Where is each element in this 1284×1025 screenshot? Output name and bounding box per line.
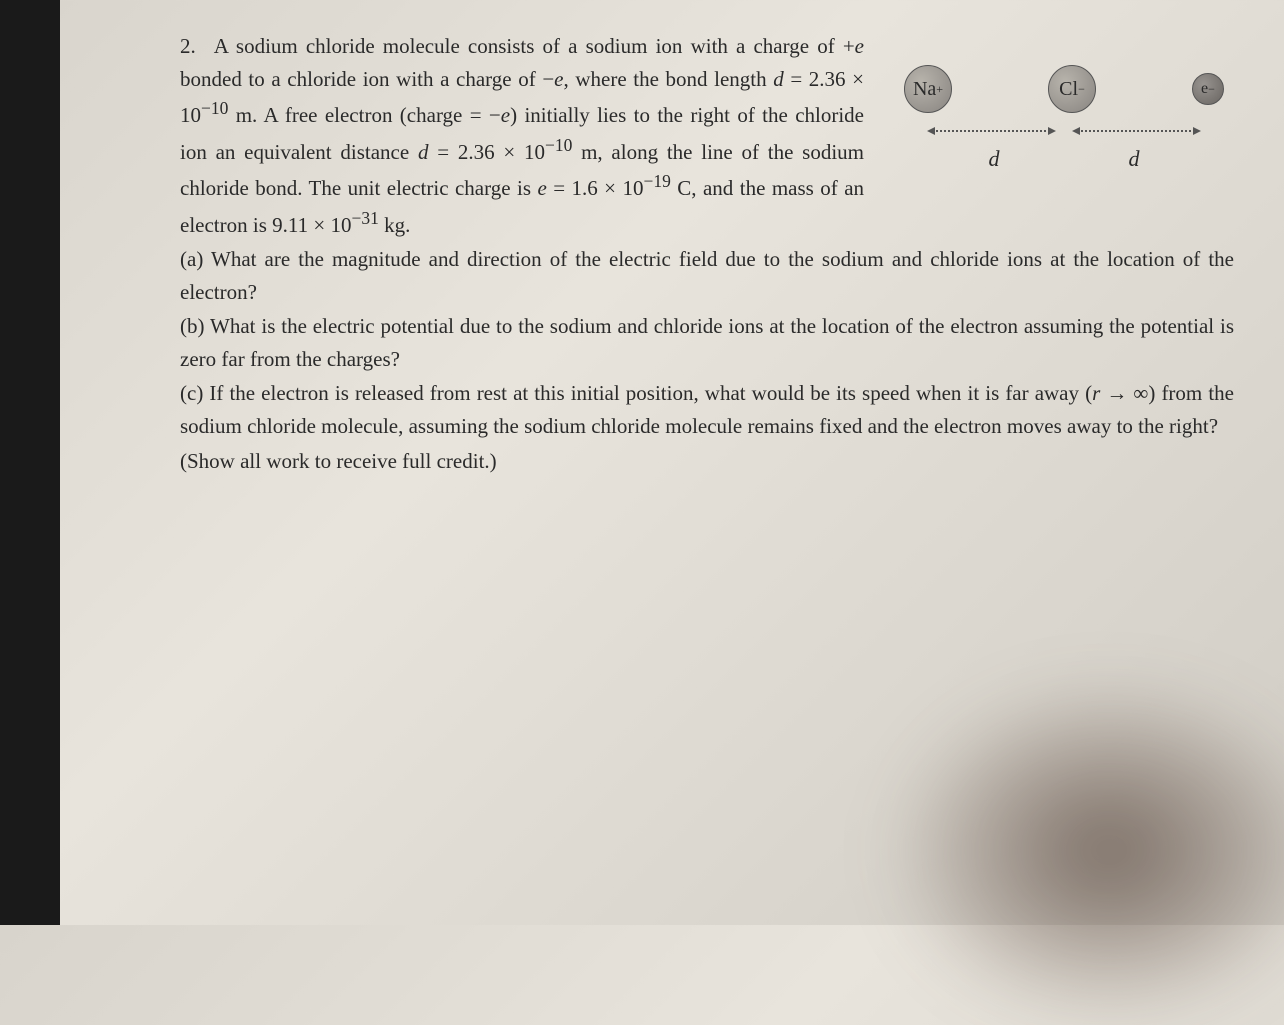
arrow-line-1 bbox=[929, 130, 1054, 132]
problem-header: 2. A sodium chloride molecule consists of… bbox=[180, 30, 1234, 241]
questions-block: (a) What are the magnitude and direction… bbox=[180, 243, 1234, 442]
part-c-text-1: If the electron is released from rest at… bbox=[203, 381, 1092, 405]
exp-neg19: −19 bbox=[643, 171, 670, 191]
cl-label: Cl bbox=[1059, 78, 1078, 101]
problem-statement: 2. A sodium chloride molecule consists of… bbox=[180, 30, 864, 241]
part-a-text: What are the magnitude and direction of … bbox=[180, 247, 1234, 304]
sodium-ion: Na+ bbox=[904, 65, 952, 113]
e-charge: − bbox=[1208, 82, 1215, 97]
question-c: (c) If the electron is released from res… bbox=[180, 377, 1234, 442]
e-label: e bbox=[1201, 80, 1208, 98]
problem-text-11: kg. bbox=[379, 213, 411, 237]
var-e-3: e bbox=[501, 103, 510, 127]
var-d-2: d bbox=[418, 140, 429, 164]
question-a: (a) What are the magnitude and direction… bbox=[180, 243, 1234, 308]
finger-shadow bbox=[884, 675, 1284, 1025]
na-charge: + bbox=[936, 82, 943, 97]
exp-neg10-2: −10 bbox=[545, 135, 572, 155]
electron: e− bbox=[1192, 73, 1224, 105]
arrow-segment-1 bbox=[929, 121, 1054, 141]
problem-text-9: = 1.6 × 10 bbox=[547, 176, 644, 200]
problem-text-2: bonded to a chloride ion with a charge o… bbox=[180, 67, 554, 91]
ions-row: Na+ Cl− e− bbox=[894, 65, 1234, 113]
page-content: 2. A sodium chloride molecule consists of… bbox=[180, 30, 1234, 477]
d-label-1: d bbox=[924, 146, 1064, 172]
molecule-diagram: Na+ Cl− e− d d bbox=[894, 30, 1234, 172]
part-c-label: (c) bbox=[180, 381, 203, 405]
exp-neg31: −31 bbox=[351, 208, 378, 228]
arrow-line-2 bbox=[1074, 130, 1199, 132]
d-label-2: d bbox=[1064, 146, 1204, 172]
problem-text-3: , where the bond length bbox=[564, 67, 774, 91]
chloride-ion: Cl− bbox=[1048, 65, 1096, 113]
var-e-2: e bbox=[554, 67, 563, 91]
part-b-text: What is the electric potential due to th… bbox=[180, 314, 1234, 371]
part-a-label: (a) bbox=[180, 247, 203, 271]
labels-row: d d bbox=[894, 141, 1234, 172]
question-b: (b) What is the electric potential due t… bbox=[180, 310, 1234, 375]
problem-text-5: m. A free electron (charge = − bbox=[228, 103, 500, 127]
part-b-label: (b) bbox=[180, 314, 205, 338]
problem-text-1: A sodium chloride molecule consists of a… bbox=[214, 34, 855, 58]
exp-neg10-1: −10 bbox=[201, 98, 228, 118]
na-label: Na bbox=[913, 78, 936, 101]
problem-number: 2. bbox=[180, 34, 196, 58]
var-e-4: e bbox=[537, 176, 546, 200]
problem-text-7: = 2.36 × 10 bbox=[428, 140, 544, 164]
credit-note: (Show all work to receive full credit.) bbox=[180, 445, 1234, 478]
cl-charge: − bbox=[1078, 82, 1085, 97]
arrows-row bbox=[894, 113, 1234, 141]
var-d-1: d bbox=[773, 67, 784, 91]
var-e-1: e bbox=[855, 34, 864, 58]
arrow-segment-2 bbox=[1074, 121, 1199, 141]
